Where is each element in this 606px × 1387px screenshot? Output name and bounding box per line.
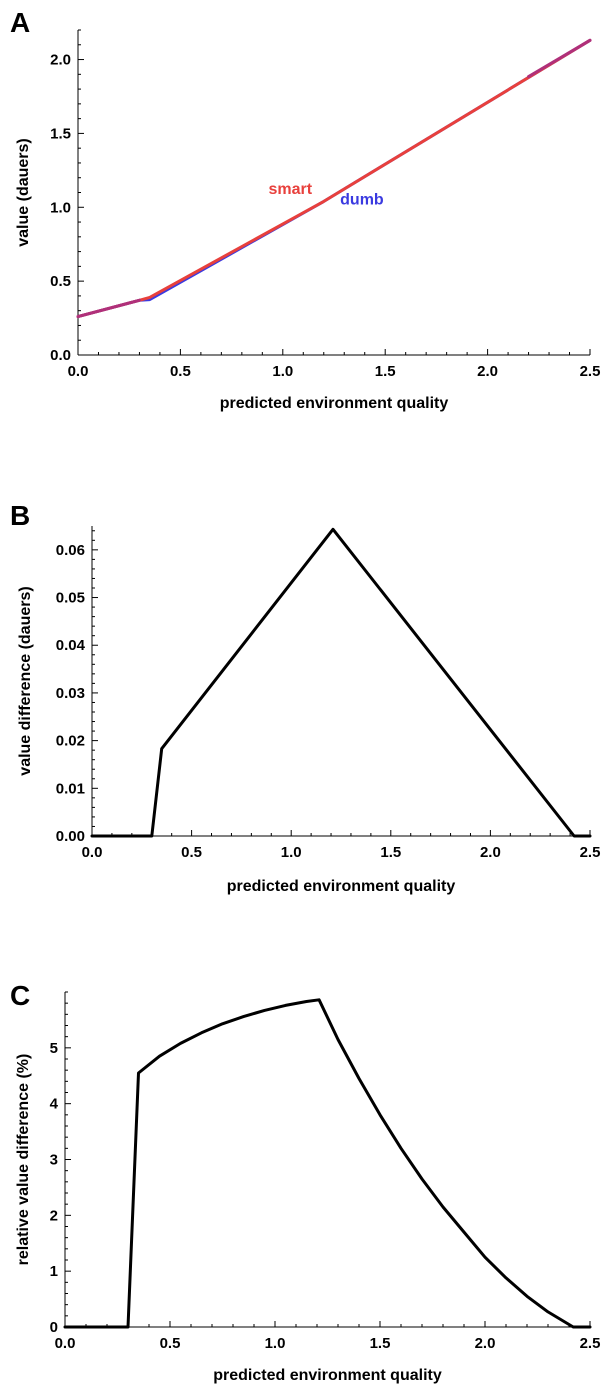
x-tick-label: 1.5 xyxy=(375,363,396,380)
x-tick-label: 2.0 xyxy=(475,1335,496,1352)
panel-b: B 0.0 0.5 1.0 1.5 2.0 2.5 0.00 0.01 0.02 0.03 0.04 0… xyxy=(10,500,600,895)
y-tick-label: 1 xyxy=(50,1263,58,1280)
panel-letter: A xyxy=(10,7,30,38)
series-label-dumb: dumb xyxy=(340,191,384,208)
x-axis-title: predicted environment quality xyxy=(220,395,449,412)
x-tick-label: 2.5 xyxy=(580,844,601,861)
y-tick-label: 0.02 xyxy=(56,733,85,750)
y-tick-label: 3 xyxy=(50,1152,58,1169)
y-tick-label: 1.0 xyxy=(50,199,71,216)
y-tick-label: 4 xyxy=(50,1096,59,1113)
x-tick-label: 2.5 xyxy=(580,1335,601,1352)
y-axis-title: value difference (dauers) xyxy=(17,586,34,775)
x-tick-label: 0.5 xyxy=(181,844,202,861)
x-tick-label: 0.5 xyxy=(160,1335,181,1352)
y-tick-label: 0.04 xyxy=(56,637,86,654)
y-tick-label: 0.5 xyxy=(50,273,71,290)
x-tick-label: 2.5 xyxy=(580,363,601,380)
panel-a: A 0.0 0.5 1.0 1.5 2.0 2.5 0.0 0.5 1.0 1.5 2.0 predic… xyxy=(10,7,600,412)
panel-letter: C xyxy=(10,980,30,1011)
x-tick-label: 0.0 xyxy=(68,363,89,380)
x-tick-label: 0.5 xyxy=(170,363,191,380)
panel-letter: B xyxy=(10,500,30,531)
y-tick-label: 0.06 xyxy=(56,542,85,559)
y-axis-title: relative value difference (%) xyxy=(15,1054,32,1266)
x-axis-title: predicted environment quality xyxy=(213,1367,442,1384)
x-tick-label: 1.0 xyxy=(281,844,302,861)
series-overlap-start xyxy=(76,298,141,319)
panel-c: C 0.0 0.5 1.0 1.5 2.0 2.5 0 1 2 3 4 5 predicted envir… xyxy=(10,980,600,1384)
series-overlap-end xyxy=(527,38,592,78)
series-line-smart xyxy=(76,38,592,319)
y-axis-title: value (dauers) xyxy=(15,138,32,246)
x-tick-label: 1.0 xyxy=(272,363,293,380)
y-tick-label: 0.03 xyxy=(56,685,85,702)
y-tick-label: 2.0 xyxy=(50,52,71,69)
y-tick-label: 0.01 xyxy=(56,780,85,797)
y-tick-label: 0.0 xyxy=(50,347,71,364)
y-tick-label: 0.00 xyxy=(56,828,85,845)
x-tick-label: 2.0 xyxy=(477,363,498,380)
x-axis-title: predicted environment quality xyxy=(227,878,456,895)
series-line-series-0 xyxy=(63,998,592,1329)
x-tick-label: 2.0 xyxy=(480,844,501,861)
series-label-smart: smart xyxy=(268,181,312,198)
x-tick-label: 0.0 xyxy=(82,844,103,861)
y-tick-label: 0 xyxy=(50,1319,58,1336)
x-tick-label: 1.0 xyxy=(265,1335,286,1352)
x-tick-label: 0.0 xyxy=(55,1335,76,1352)
y-tick-label: 0.05 xyxy=(56,590,85,607)
y-tick-label: 1.5 xyxy=(50,125,71,142)
x-tick-label: 1.5 xyxy=(380,844,401,861)
series-line-dumb xyxy=(76,38,592,319)
y-tick-label: 5 xyxy=(50,1040,58,1057)
x-tick-label: 1.5 xyxy=(370,1335,391,1352)
y-tick-label: 2 xyxy=(50,1207,58,1224)
series-line-series-0 xyxy=(90,527,592,838)
